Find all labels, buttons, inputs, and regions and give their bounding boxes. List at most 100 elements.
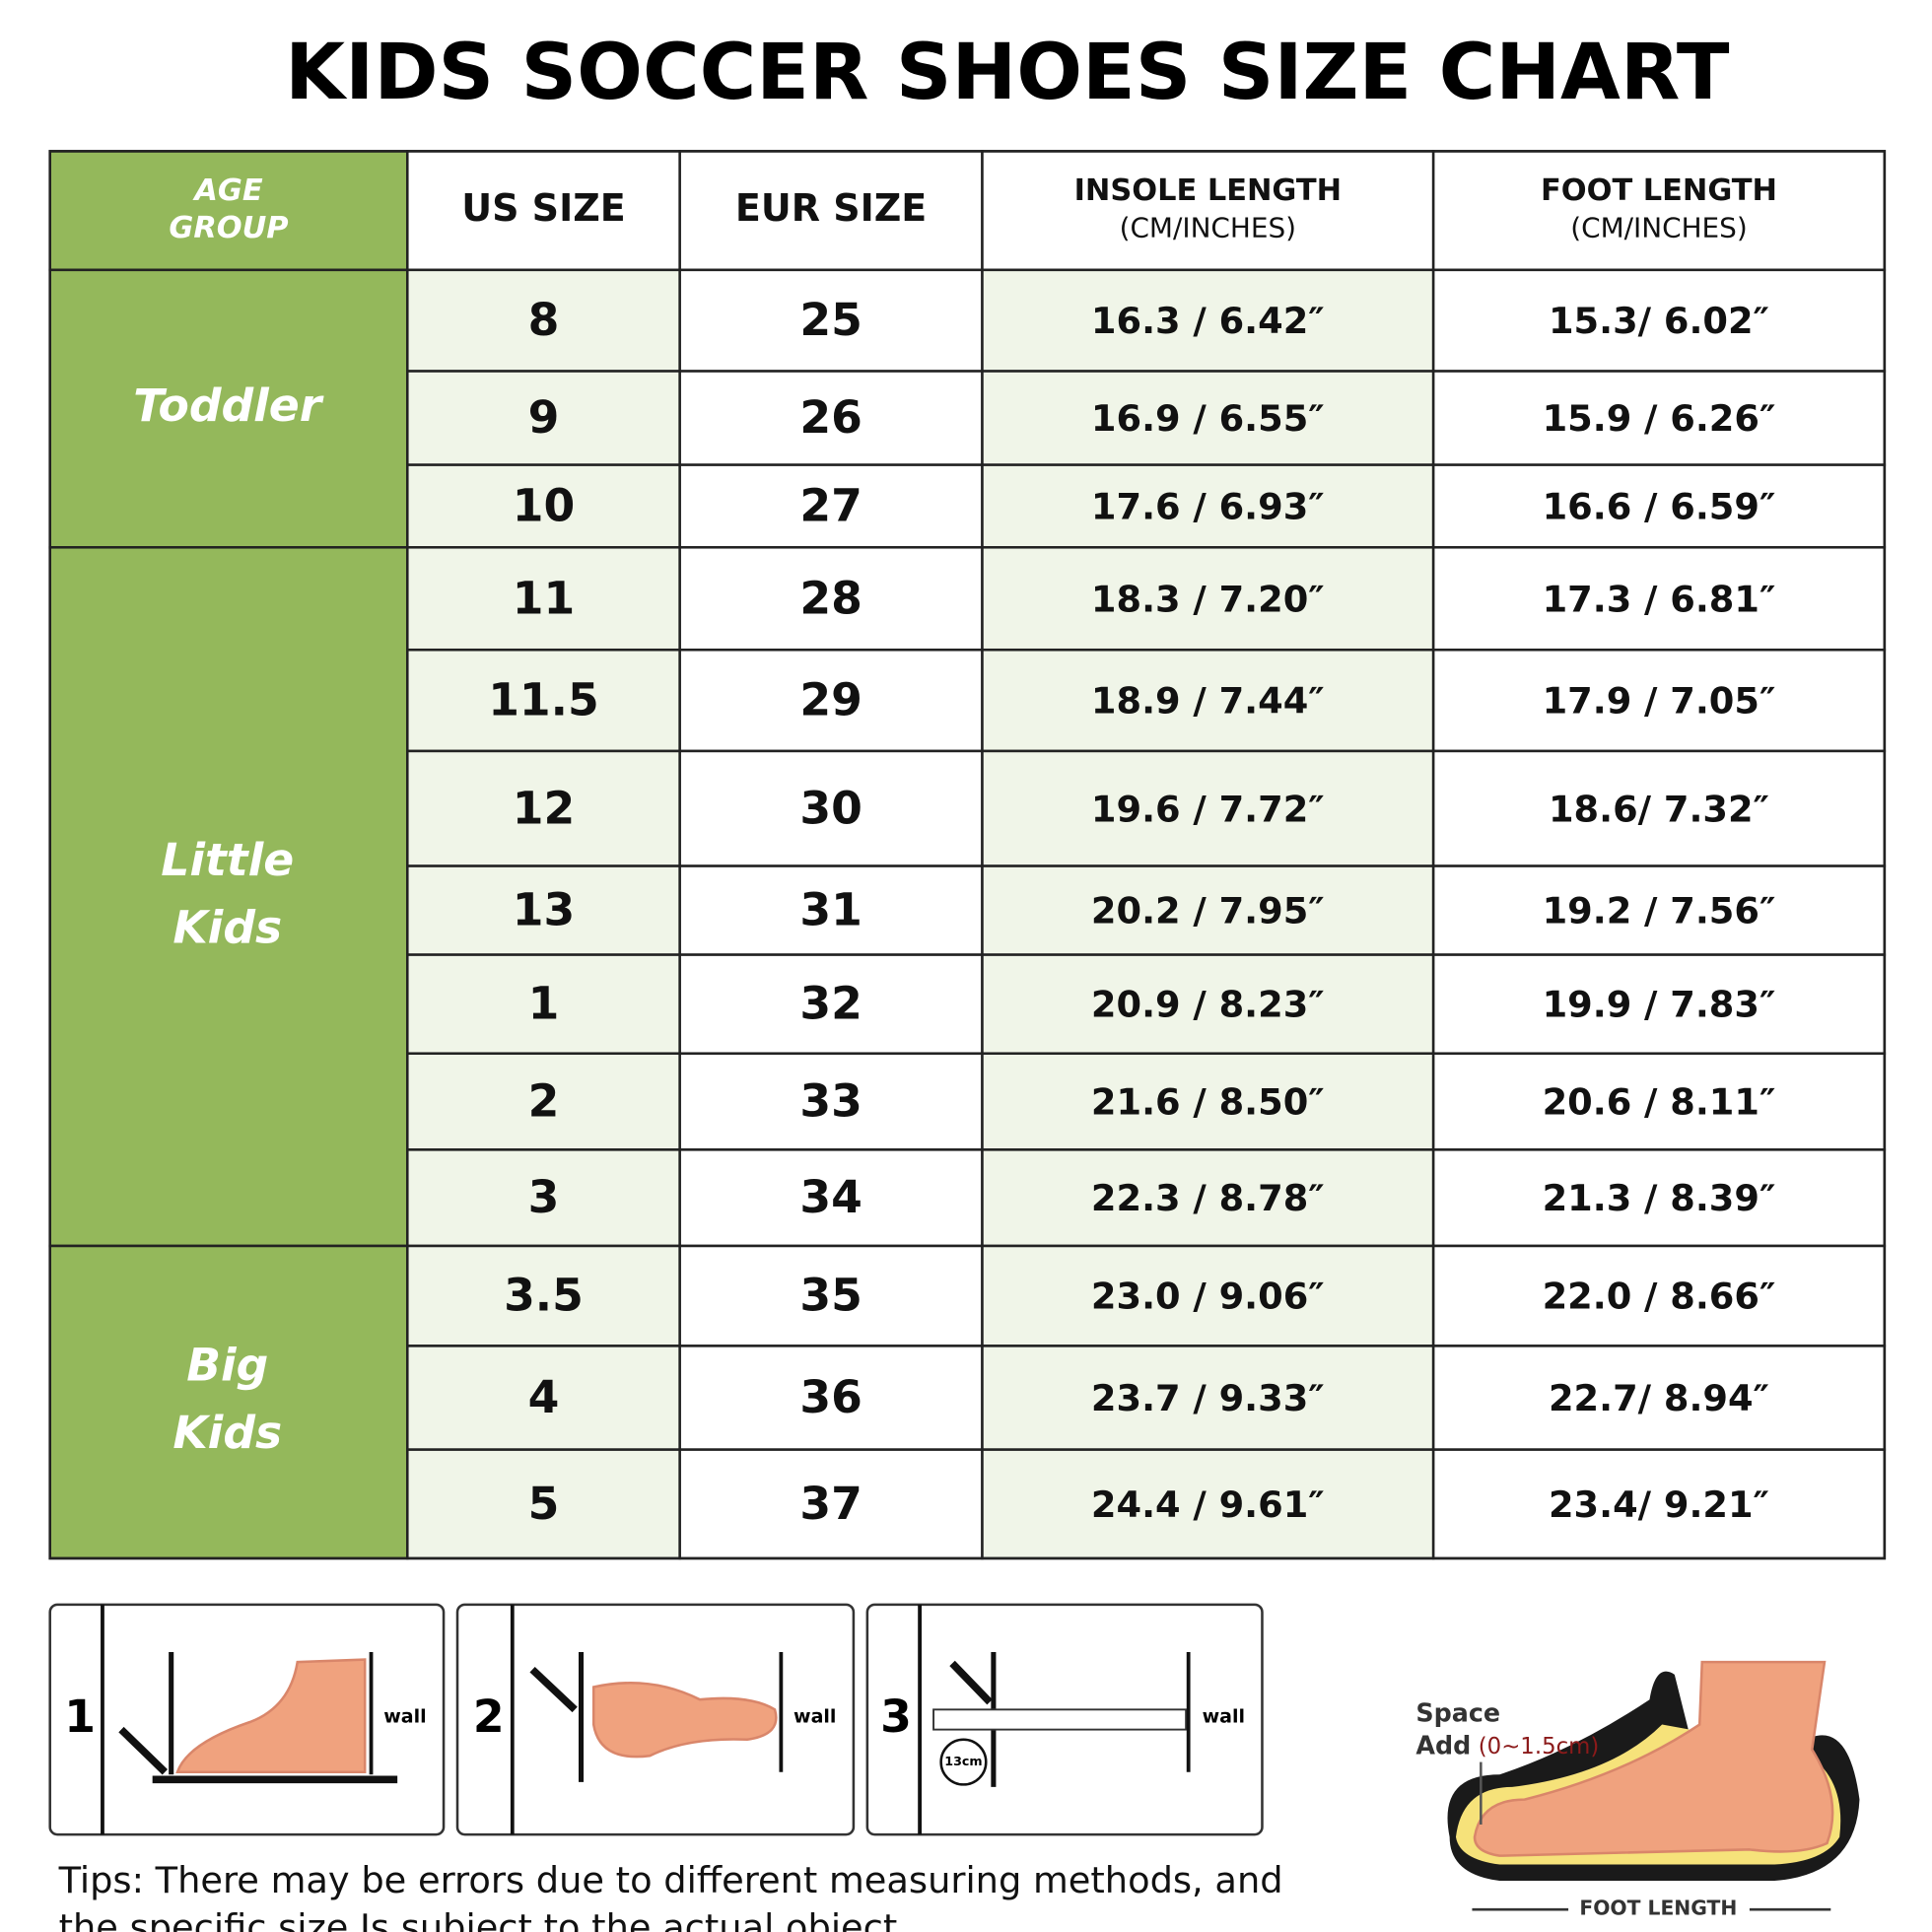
header-text: GROUP: [169, 211, 288, 245]
step-number: 1: [64, 1690, 96, 1743]
table-cell: [981, 546, 1435, 652]
table-cell: [981, 1148, 1435, 1248]
table-cell: [1431, 953, 1887, 1056]
table-cell: [1431, 463, 1887, 549]
table-cell: [1431, 1052, 1887, 1151]
group-label: Big: [186, 1340, 268, 1392]
step-2: 2 wall: [455, 1603, 856, 1836]
cell-text: 24.4 / 9.61″: [1091, 1484, 1325, 1526]
cell-text: 37: [799, 1478, 862, 1530]
cell-text: 8: [528, 294, 560, 346]
cell-text: 20.6 / 8.11″: [1543, 1081, 1776, 1124]
table-cell: [678, 648, 984, 753]
cell-text: 17.9 / 7.05″: [1543, 680, 1776, 723]
cell-text: 23.7 / 9.33″: [1091, 1377, 1325, 1419]
table-cell: [406, 546, 681, 652]
header-cell: [981, 150, 1435, 272]
header-text: (CM/INCHES): [1120, 212, 1296, 244]
cell-text: 32: [799, 978, 862, 1030]
table-cell: [406, 749, 681, 867]
cell-text: 21.3 / 8.39″: [1543, 1177, 1776, 1219]
step-3: 3 13cm wall: [865, 1603, 1264, 1836]
header-text: (CM/INCHES): [1570, 212, 1747, 244]
cell-text: 23.4/ 9.21″: [1549, 1484, 1769, 1526]
cell-text: 30: [799, 782, 862, 834]
header-text: US SIZE: [461, 186, 626, 230]
cell-text: 11: [513, 572, 576, 624]
cell-text: 20.9 / 8.23″: [1091, 984, 1325, 1026]
table-cell: [1431, 749, 1887, 867]
cell-text: 23.0 / 9.06″: [1091, 1276, 1325, 1318]
cell-text: 1: [528, 978, 560, 1030]
cell-text: 19.6 / 7.72″: [1091, 788, 1325, 830]
cell-text: 15.9 / 6.26″: [1543, 397, 1776, 440]
cell-text: 27: [799, 479, 862, 531]
cell-text: 11.5: [488, 674, 599, 726]
table-cell: [678, 1244, 984, 1347]
cell-text: 13: [513, 884, 576, 936]
cell-text: 16.3 / 6.42″: [1091, 300, 1325, 342]
tips-line: Tips: There may be errors due to differe…: [58, 1859, 1283, 1901]
table-cell: [678, 1148, 984, 1248]
table-cell: [1431, 1244, 1887, 1347]
table-cell: [1431, 546, 1887, 652]
header-text: FOOT LENGTH: [1541, 173, 1777, 208]
table-cell: [1431, 370, 1887, 466]
group-label: Kids: [172, 901, 282, 953]
group-label: Kids: [172, 1407, 282, 1459]
wall-label: wall: [1203, 1705, 1245, 1727]
table-cell: [981, 1244, 1435, 1347]
table-cell: [981, 648, 1435, 753]
header-text: EUR SIZE: [735, 186, 927, 230]
table-cell: [406, 648, 681, 753]
table-border: [48, 150, 1887, 1560]
header-cell: [1431, 150, 1887, 272]
cell-text: 34: [799, 1171, 862, 1223]
cell-text: 4: [528, 1371, 560, 1423]
cell-text: 28: [799, 572, 862, 624]
cell-text: 19.2 / 7.56″: [1543, 890, 1776, 932]
table-cell: [406, 1448, 681, 1560]
cell-text: 31: [799, 884, 862, 936]
table-cell: [678, 546, 984, 652]
table-cell: [406, 1052, 681, 1151]
range-label: (0~1.5cm): [1479, 1734, 1599, 1760]
cell-text: 16.9 / 6.55″: [1091, 397, 1325, 440]
space-label: Space: [1415, 1697, 1500, 1727]
table-cell: [406, 1345, 681, 1451]
cell-text: 5: [528, 1478, 560, 1530]
cell-text: 9: [528, 391, 560, 444]
table-cell: [406, 1244, 681, 1347]
cell-text: 35: [799, 1270, 862, 1322]
header-text: INSOLE LENGTH: [1074, 173, 1342, 208]
group-label: Toddler: [133, 380, 323, 432]
cell-text: 22.0 / 8.66″: [1543, 1276, 1776, 1318]
title: KIDS SOCCER SHOES SIZE CHART: [285, 27, 1730, 117]
table-cell: [981, 864, 1435, 956]
header-text: AGE: [192, 173, 262, 208]
cell-text: 2: [528, 1075, 560, 1128]
cell-text: 15.3/ 6.02″: [1549, 300, 1769, 342]
cell-text: 21.6 / 8.50″: [1091, 1081, 1325, 1124]
cell-text: 10: [513, 479, 576, 531]
group-cell: [48, 268, 409, 549]
cell-text: 18.3 / 7.20″: [1091, 578, 1325, 620]
cell-text: 19.9 / 7.83″: [1543, 984, 1776, 1026]
cell-text: 33: [799, 1075, 862, 1128]
cell-text: 26: [799, 391, 862, 444]
cell-text: 25: [799, 294, 862, 346]
cell-text: 17.6 / 6.93″: [1091, 485, 1325, 527]
table-cell: [678, 268, 984, 373]
cell-text: 22.3 / 8.78″: [1091, 1177, 1325, 1219]
cell-text: 18.6/ 7.32″: [1549, 788, 1769, 830]
cell-text: 36: [799, 1371, 862, 1423]
add-label: Add: [1415, 1730, 1471, 1760]
cell-text: 18.9 / 7.44″: [1091, 680, 1325, 723]
cell-text: 17.3 / 6.81″: [1543, 578, 1776, 620]
foot-length-label: FOOT LENGTH: [1579, 1897, 1737, 1920]
table-cell: [981, 1448, 1435, 1560]
table-cell: [981, 1345, 1435, 1451]
table-cell: [678, 1448, 984, 1560]
cell-text: 3: [528, 1171, 560, 1223]
